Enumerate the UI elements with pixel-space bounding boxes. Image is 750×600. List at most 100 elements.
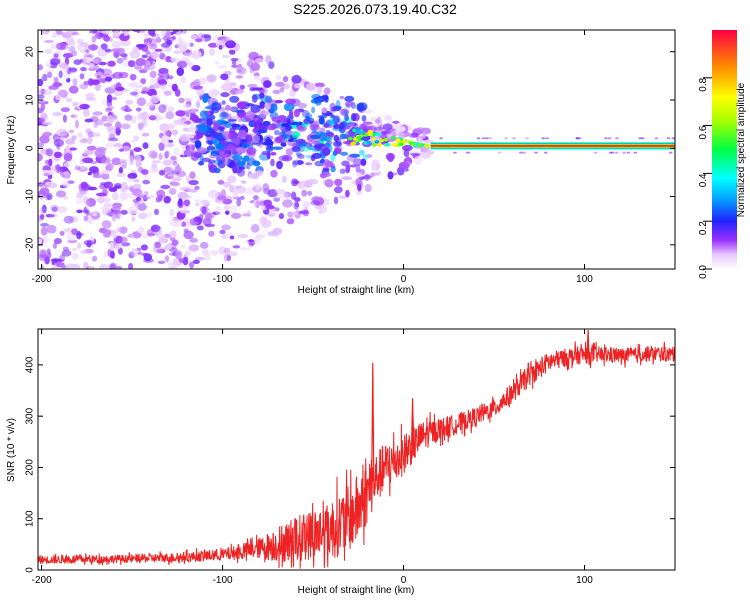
- heatmap-cell: [100, 43, 108, 50]
- heatmap-cell: [262, 229, 270, 235]
- heatmap-cell: [158, 153, 163, 160]
- heatmap-cell: [261, 150, 269, 156]
- heatmap-cell: [194, 256, 206, 261]
- heatmap-cell: [208, 42, 218, 48]
- heatmap-cell: [221, 233, 229, 240]
- heatmap-cell: [671, 137, 675, 140]
- heatmap-cell: [240, 247, 251, 251]
- heatmap-cell: [250, 62, 260, 72]
- heatmap-cell: [76, 209, 83, 214]
- heatmap-cell: [148, 43, 158, 50]
- heatmap-cell: [283, 102, 295, 112]
- heatmap-cell: [146, 37, 158, 47]
- snr-y-ticks: 0 100 200 300 400: [25, 356, 675, 573]
- heatmap-cell: [94, 71, 105, 79]
- colorbar-gradient: [712, 30, 737, 269]
- heatmap-cell: [145, 212, 153, 218]
- heatmap-cell: [136, 44, 147, 48]
- heatmap-cell: [91, 35, 97, 43]
- heatmap-cell: [85, 210, 91, 216]
- heatmap-cell: [189, 237, 198, 243]
- heatmap-cell: [264, 102, 272, 111]
- heatmap-cell: [132, 188, 142, 197]
- heatmap-cell: [255, 183, 261, 191]
- heatmap-cell: [154, 48, 163, 52]
- heatmap-cell: [80, 165, 86, 170]
- heatmap-cell: [142, 179, 151, 185]
- page-title: S225.2026.073.19.40.C32: [293, 1, 457, 17]
- heatmap-cell: [283, 76, 289, 83]
- heatmap-cell: [112, 71, 123, 79]
- heatmap-cell: [201, 206, 207, 215]
- heatmap-cell: [334, 178, 343, 187]
- heatmap-cell: [184, 120, 192, 125]
- heatmap-cell: [345, 165, 351, 174]
- heatmap-cell: [350, 113, 357, 122]
- heatmap-cell: [208, 88, 219, 98]
- heatmap-cell: [367, 129, 373, 134]
- heatmap-cell: [215, 205, 222, 215]
- heatmap-cell: [318, 132, 327, 142]
- heatmap-cell: [247, 83, 258, 88]
- heatmap-cell: [76, 38, 84, 45]
- heatmap-cell: [42, 73, 48, 82]
- heatmap-cell: [298, 181, 303, 188]
- heatmap-cell: [332, 124, 341, 129]
- heatmap-cell: [260, 110, 269, 117]
- heatmap-cell: [160, 30, 165, 38]
- heatmap-cell: [301, 189, 308, 197]
- heatmap-cell: [210, 108, 215, 115]
- heatmap-cell: [230, 212, 242, 219]
- heatmap-cell: [53, 76, 59, 84]
- heatmap-cell: [295, 142, 307, 147]
- heatmap-cell: [63, 161, 71, 168]
- heatmap-cell: [86, 198, 96, 207]
- heatmap-cell: [285, 148, 294, 156]
- heatmap-cell: [115, 86, 125, 91]
- heatmap-cell: [371, 137, 376, 141]
- heatmap-cell: [426, 150, 435, 156]
- heatmap-cell: [253, 120, 260, 129]
- heatmap-cell: [173, 30, 181, 33]
- heatmap-cell: [151, 160, 162, 164]
- heatmap-cell: [125, 99, 134, 105]
- heatmap-cell: [158, 104, 167, 113]
- heatmap-cell: [71, 228, 78, 236]
- heatmap-cell: [280, 142, 287, 147]
- heatmap-cell: [285, 124, 292, 131]
- heatmap-cell: [221, 100, 226, 105]
- heatmap-cell: [190, 34, 198, 40]
- heatmap-cell: [102, 229, 112, 238]
- heatmap-cell: [222, 198, 233, 205]
- heatmap-cell: [114, 244, 122, 250]
- heatmap-cell: [361, 115, 367, 122]
- heatmap-cell: [109, 263, 116, 269]
- heatmap-cell: [259, 103, 265, 109]
- heatmap-cell: [64, 56, 70, 66]
- heatmap-cell: [170, 155, 177, 161]
- heatmap-cell: [102, 169, 110, 174]
- heatmap-cell: [199, 241, 209, 249]
- heatmap-cell: [235, 88, 244, 94]
- heatmap-cell: [38, 238, 43, 245]
- heatmap-cell: [245, 187, 255, 195]
- colorbar-tick-label: 0.6: [698, 125, 709, 139]
- heatmap-cell: [58, 70, 63, 79]
- heatmap-cell: [149, 94, 160, 104]
- heatmap-cell: [46, 193, 53, 201]
- heatmap-cell: [141, 54, 148, 59]
- heatmap-cell: [291, 146, 301, 153]
- heatmap-cell: [370, 117, 376, 122]
- snr-panel: -200 -100 0 100 0 100 200 300 400 Height of str…: [6, 328, 676, 596]
- heatmap-cell: [201, 248, 209, 256]
- heatmap-cell: [62, 114, 67, 123]
- heatmap-cell: [100, 157, 111, 164]
- heatmap-cell: [72, 102, 78, 107]
- heatmap-cell: [410, 150, 422, 154]
- heatmap-cell: [225, 104, 231, 111]
- heatmap-cell: [157, 260, 166, 264]
- snr-spike: [410, 398, 415, 456]
- heatmap-cell: [292, 180, 300, 184]
- x-tick-label: 0: [401, 575, 407, 586]
